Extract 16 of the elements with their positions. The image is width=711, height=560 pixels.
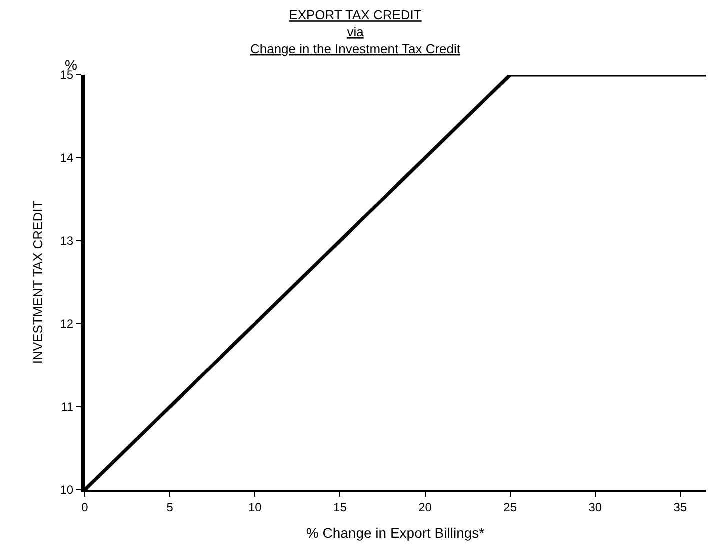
y-tick-label: 10 — [60, 483, 74, 498]
y-tick-label: 13 — [60, 234, 74, 248]
x-tick-label: 20 — [418, 500, 432, 514]
y-axis-title: INVESTMENT TAX CREDIT — [30, 200, 46, 364]
x-tick-label: 30 — [588, 500, 602, 514]
x-tick-label: 35 — [674, 500, 688, 514]
x-tick-label: 15 — [334, 500, 348, 514]
x-tick-label: 0 — [82, 500, 89, 514]
y-tick-label: 11 — [61, 400, 74, 414]
chart-title: EXPORT TAX CREDIT via Change in the Investment Tax Credit — [250, 8, 461, 56]
y-tick-label: 12 — [60, 317, 74, 332]
x-axis-title: % Change in Export Billings* — [306, 525, 486, 542]
x-tick-label: 10 — [248, 500, 262, 514]
x-tick-label: 5 — [166, 500, 174, 514]
x-tick-label: 25 — [504, 500, 518, 514]
y-tick-label: 14 — [60, 151, 74, 166]
